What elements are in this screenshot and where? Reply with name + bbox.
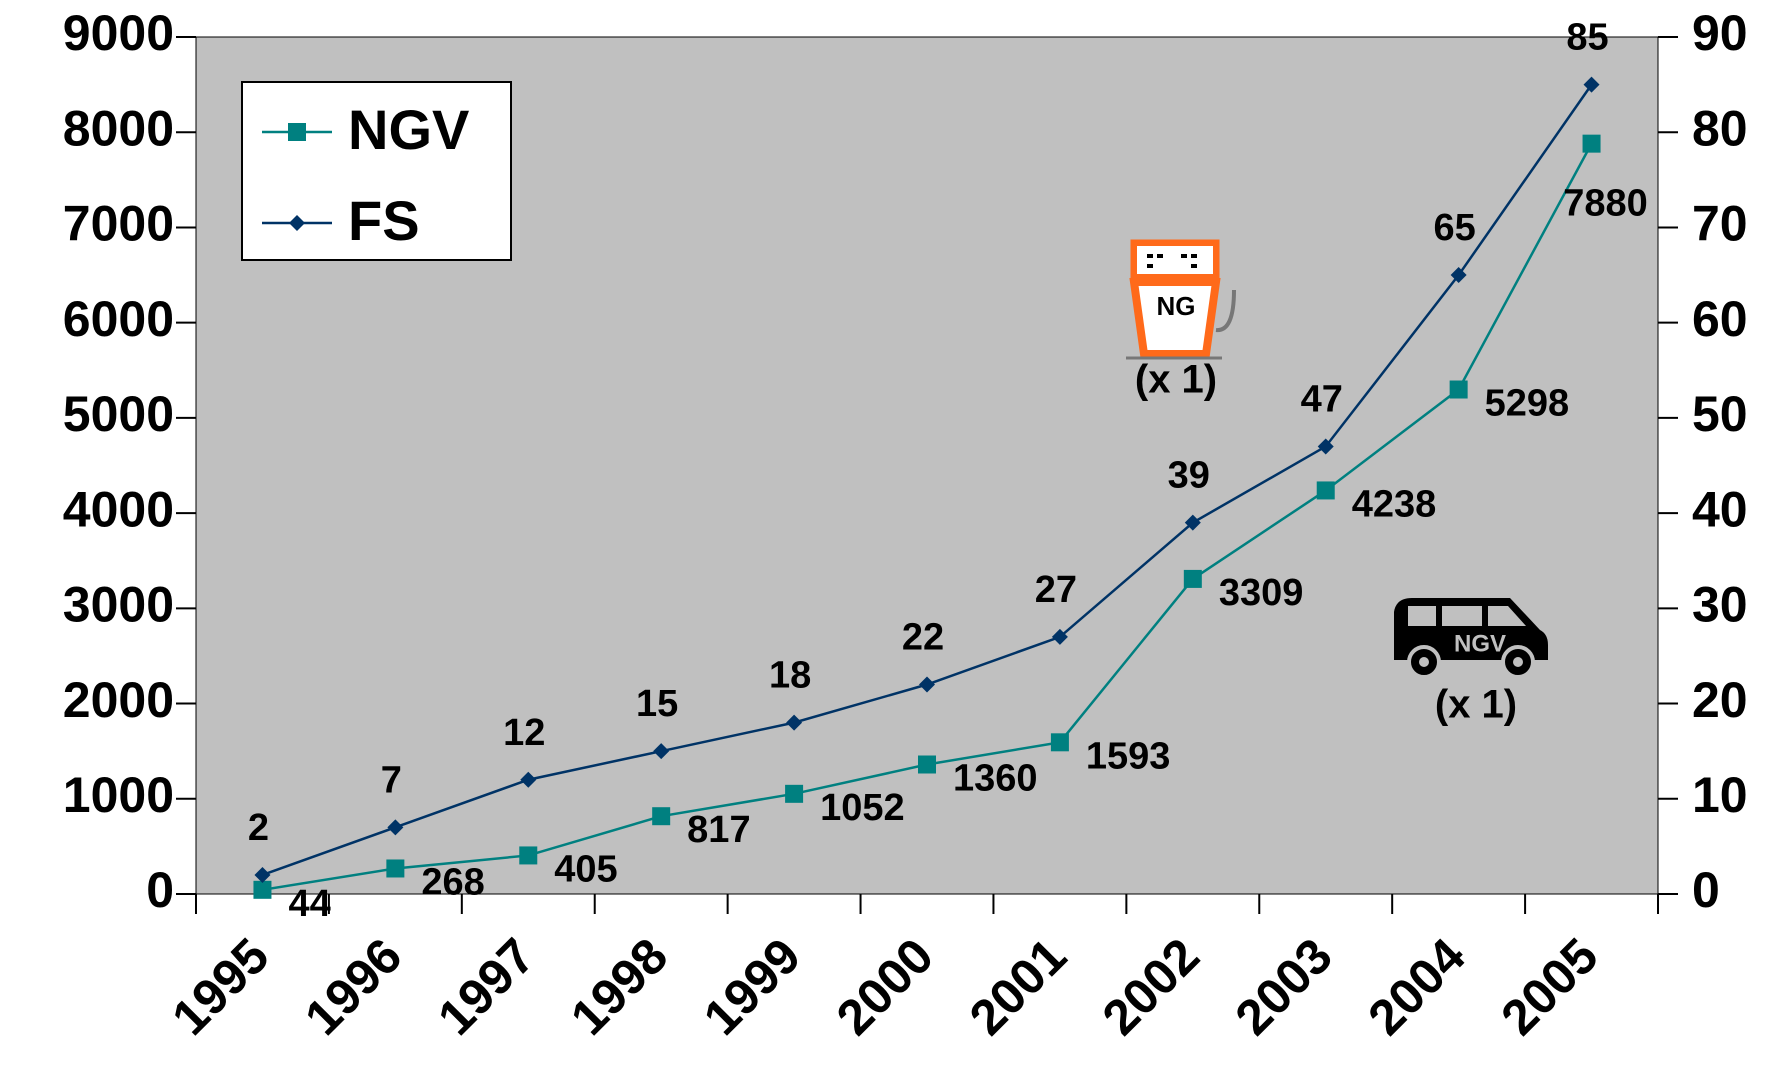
y2-tick-label: 60 xyxy=(1692,291,1748,347)
marker xyxy=(519,846,538,865)
x-tick-label: 2003 xyxy=(1225,928,1343,1046)
marker xyxy=(386,859,405,878)
data-label: 22 xyxy=(902,617,944,659)
data-label: 44 xyxy=(288,883,330,925)
y2-tick-label: 90 xyxy=(1692,5,1748,61)
y2-tick-label: 20 xyxy=(1692,672,1748,728)
x-tick-label: 2000 xyxy=(826,928,944,1046)
x-tick-label: 1997 xyxy=(427,928,545,1046)
legend-marker xyxy=(289,215,305,231)
data-label: 18 xyxy=(769,655,811,697)
legend-box xyxy=(241,81,512,261)
y-tick-label: 1000 xyxy=(63,767,174,823)
marker xyxy=(785,784,804,803)
marker xyxy=(253,880,272,899)
x-tick-label: 1995 xyxy=(161,928,279,1046)
marker xyxy=(1449,380,1468,399)
pump-note: (x 1) xyxy=(1135,358,1217,402)
data-label: 405 xyxy=(554,848,617,890)
data-label: 65 xyxy=(1433,207,1475,249)
van-note: (x 1) xyxy=(1435,683,1517,727)
data-label: 1360 xyxy=(953,758,1038,800)
marker xyxy=(1317,438,1334,455)
legend-marker xyxy=(288,123,306,141)
marker xyxy=(1183,569,1202,588)
marker xyxy=(1316,481,1335,500)
data-label: 3309 xyxy=(1219,572,1304,614)
marker xyxy=(652,807,671,826)
data-label: 47 xyxy=(1301,378,1343,420)
y-tick-label: 9000 xyxy=(63,5,174,61)
data-label: 7880 xyxy=(1563,183,1648,225)
y2-tick-label: 10 xyxy=(1692,767,1748,823)
y2-tick-label: 80 xyxy=(1692,100,1748,156)
data-label: 1052 xyxy=(820,787,905,829)
marker xyxy=(786,714,803,731)
data-label: 39 xyxy=(1168,455,1210,497)
marker xyxy=(1582,134,1601,153)
legend-label: FS xyxy=(348,189,420,252)
data-label: 85 xyxy=(1566,17,1608,59)
y2-tick-label: 0 xyxy=(1692,862,1720,918)
y-tick-label: 0 xyxy=(146,862,174,918)
y2-tick-label: 50 xyxy=(1692,386,1748,442)
marker xyxy=(387,819,404,836)
data-label: 12 xyxy=(503,712,545,754)
y2-tick-label: 70 xyxy=(1692,196,1748,252)
data-label: 5298 xyxy=(1485,383,1570,425)
data-label: 15 xyxy=(636,683,678,725)
data-label: 4238 xyxy=(1352,483,1437,525)
x-tick-label: 2005 xyxy=(1490,928,1608,1046)
data-label: 1593 xyxy=(1086,735,1171,777)
legend: NGV FS xyxy=(241,81,512,261)
x-tick-label: 2001 xyxy=(959,928,1077,1046)
data-label: 268 xyxy=(421,862,484,904)
y-tick-label: 8000 xyxy=(63,100,174,156)
marker xyxy=(1583,76,1600,93)
pump-icon: NG (x 1) xyxy=(1126,239,1236,402)
x-tick-label: 1999 xyxy=(693,928,811,1046)
marker xyxy=(919,676,935,693)
data-label: 7 xyxy=(381,759,402,801)
marker xyxy=(1051,628,1068,645)
x-tick-label: 2004 xyxy=(1357,927,1475,1045)
pump-label: NG xyxy=(1157,291,1196,321)
y-tick-label: 6000 xyxy=(63,291,174,347)
legend-label: NGV xyxy=(348,98,469,161)
marker xyxy=(918,755,936,774)
x-tick-label: 2002 xyxy=(1092,928,1210,1046)
x-tick-label: 1998 xyxy=(560,928,678,1046)
marker xyxy=(520,771,537,788)
marker xyxy=(254,866,271,883)
y-tick-label: 5000 xyxy=(63,386,174,442)
y-tick-label: 4000 xyxy=(63,481,174,537)
y-tick-label: 2000 xyxy=(63,672,174,728)
x-tick-label: 1996 xyxy=(294,928,412,1046)
marker xyxy=(653,743,670,760)
marker xyxy=(1184,514,1201,531)
y-tick-label: 3000 xyxy=(63,577,174,633)
y2-tick-label: 30 xyxy=(1692,577,1748,633)
y2-tick-label: 40 xyxy=(1692,481,1748,537)
data-label: 27 xyxy=(1035,569,1077,611)
van-label: NGV xyxy=(1454,630,1506,657)
marker xyxy=(1450,267,1467,284)
data-label: 2 xyxy=(248,807,269,849)
data-label: 817 xyxy=(687,809,750,851)
y-tick-label: 7000 xyxy=(63,196,174,252)
marker xyxy=(1050,733,1069,752)
van-icon: NGV (x 1) xyxy=(1394,598,1548,727)
